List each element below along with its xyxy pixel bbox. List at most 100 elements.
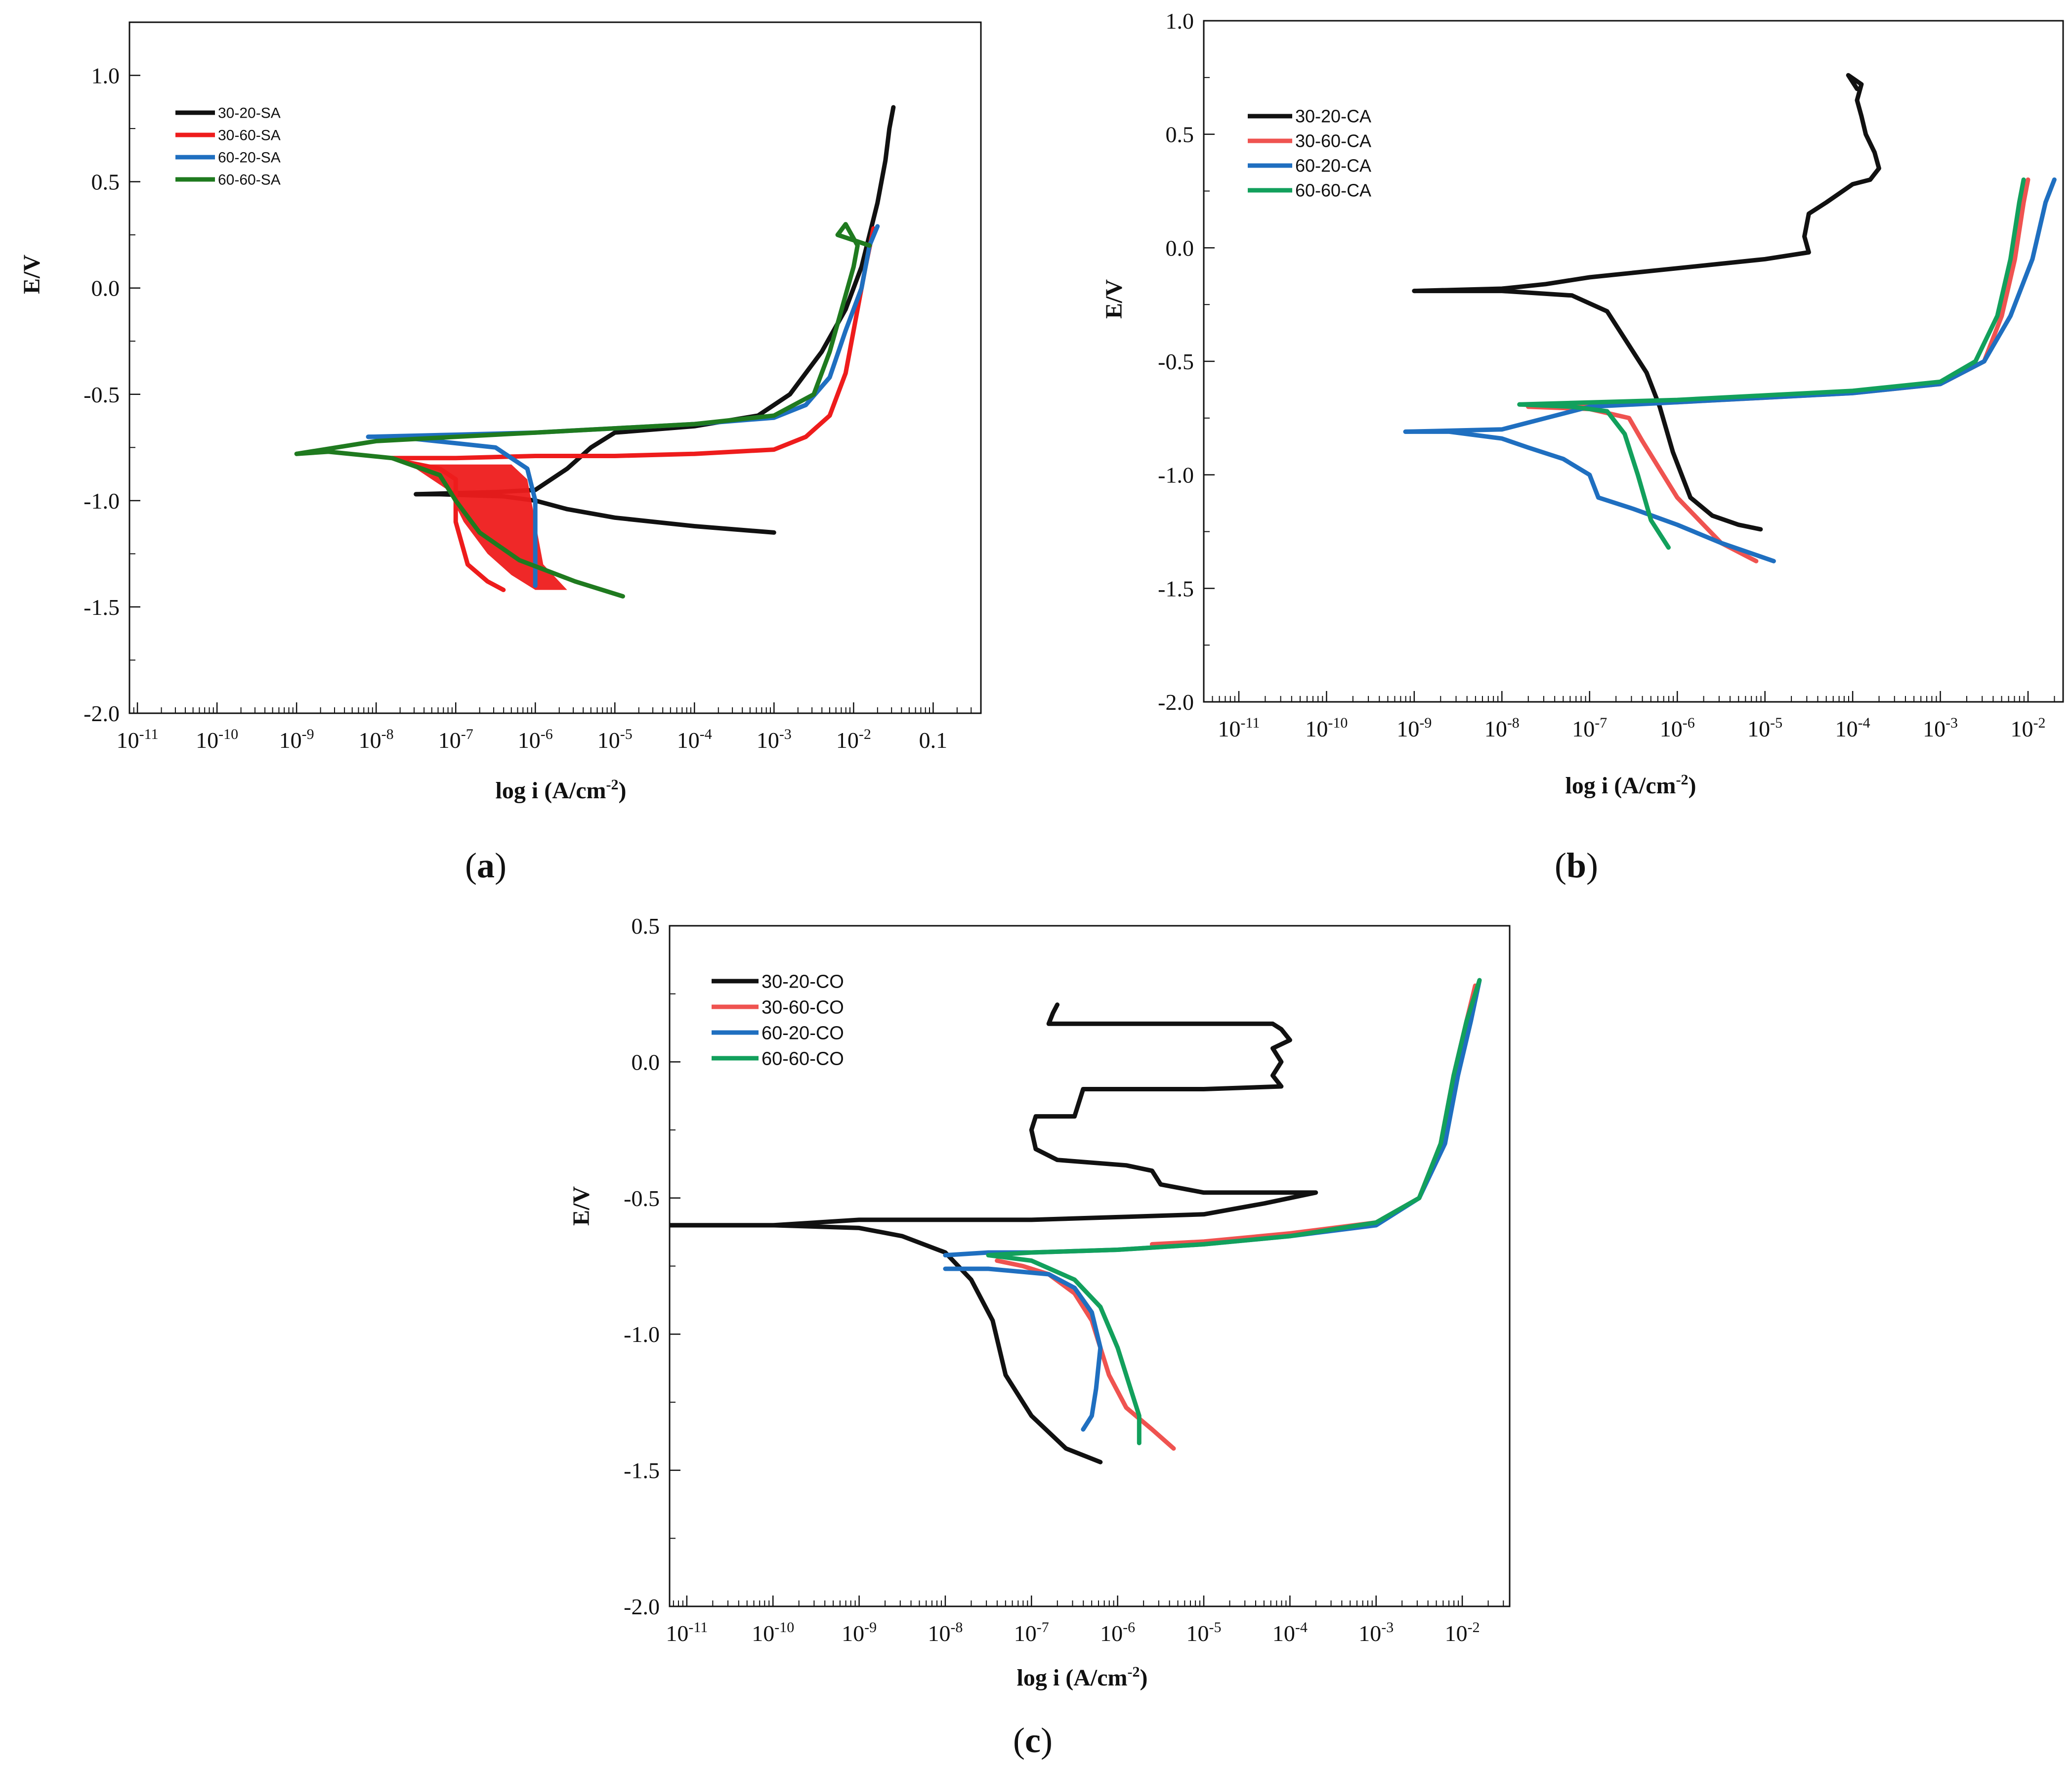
series-30-20-SA-line [414, 105, 896, 497]
panel-c-x-tick-label: 10-4 [1272, 1619, 1308, 1646]
panel-c-y-tick-label: -0.5 [624, 1186, 660, 1211]
legend-30-60-CA-label: 30-60-CA [1295, 131, 1371, 151]
panel-b-y-tick-label: -2.0 [1158, 690, 1194, 715]
legend-60-20-CO-label: 60-20-CO [761, 1023, 844, 1043]
panel-b-y-tick-label: -1.5 [1158, 576, 1194, 601]
panel-a-x-tick-label: 0.1 [919, 728, 948, 753]
series-60-60-CO [986, 978, 1482, 1445]
panel-a-caption: (a) [465, 846, 507, 885]
series-30-20-CA-line [1412, 289, 1763, 532]
series-60-20-CA-line [1403, 429, 1776, 563]
series-60-60-CA-line [1517, 177, 2026, 407]
panel-c-x-tick-label: 10-9 [842, 1619, 877, 1646]
panel-b-chart: 10-11 10-10 10-9 10-8 10-7 10-6 10-5 10-4 10-3 10… [1101, 8, 2064, 885]
panel-a-x-tick-label: 10-8 [359, 726, 394, 753]
series-60-60-CO-line [986, 1253, 1142, 1445]
panel-c-x-tick-label: 10-11 [666, 1619, 708, 1646]
panel-b-x-tick-label: 10-3 [1923, 715, 1958, 741]
series-60-20-CA [1403, 177, 2057, 563]
legend-30-20-CA-label: 30-20-CA [1295, 106, 1371, 127]
series-60-60-CA-line [1517, 402, 1671, 550]
panel-a-y-tick-label: 1.0 [91, 63, 120, 88]
series-60-60-SA-line [294, 449, 625, 599]
legend-60-60-SA-label: 60-60-SA [218, 172, 281, 188]
panel-c-y-tick-label: -1.5 [624, 1458, 660, 1483]
panel-c-x-tick-label: 10-7 [1014, 1619, 1049, 1646]
series-60-60-CO-line [986, 978, 1482, 1257]
panel-a-y-tick-label: -1.0 [84, 488, 120, 514]
series-30-20-CA-line [1412, 73, 1881, 294]
panel-c-x-tick-label: 10-10 [752, 1619, 794, 1646]
panel-b-y-tick-label: 1.0 [1166, 8, 1194, 34]
panel-b-y-tick-label: -1.0 [1158, 463, 1194, 488]
panel-a-x-tick-label: 10-2 [836, 726, 871, 753]
panel-b-x-axis-title: log i (A/cm-2) [1565, 772, 1696, 799]
panel-b-x-tick-label: 10-5 [1747, 715, 1782, 741]
series-60-60-CA [1517, 177, 2026, 550]
panel-a-x-tick-label: 10-4 [677, 726, 712, 753]
legend-60-60-CO-label: 60-60-CO [761, 1048, 844, 1069]
panel-a-y-tick-label: -1.5 [84, 595, 120, 620]
legend-30-20-CO-label: 30-20-CO [761, 971, 844, 992]
panel-a-plot-area: 10-11 10-10 10-9 10-8 10-7 10-6 10-5 10-4 10-3 10… [84, 21, 982, 753]
legend-30-60-SA-label: 30-60-SA [218, 128, 281, 144]
panel-a-x-tick-label: 10-3 [757, 726, 792, 753]
panel-b-x-tick-label: 10-9 [1396, 715, 1432, 741]
legend-60-60-CA-label: 60-60-CA [1295, 180, 1371, 201]
legend-30-60-CO-label: 30-60-CO [761, 997, 844, 1018]
panel-c-x-tick-label: 10-8 [928, 1619, 963, 1646]
panel-c-y-tick-label: 0.0 [632, 1049, 660, 1075]
panel-a-x-tick-label: 10-5 [597, 726, 633, 753]
panel-c-chart: 10-11 10-10 10-9 10-8 10-7 10-6 10-5 10-4 10-3 10… [568, 913, 1511, 1760]
series-60-60-SA [294, 222, 872, 599]
panel-c-y-tick-label: -1.0 [624, 1322, 660, 1347]
series-60-20-CO-line [943, 1266, 1103, 1432]
panel-a-x-tick-label: 10-9 [279, 726, 314, 753]
panel-c-x-tick-label: 10-3 [1358, 1619, 1394, 1646]
panel-b-x-tick-label: 10-4 [1835, 715, 1870, 741]
panel-c-x-axis-title: log i (A/cm-2) [1017, 1664, 1148, 1691]
panel-c-plot-area: 10-11 10-10 10-9 10-8 10-7 10-6 10-5 10-4 10-3 10… [624, 913, 1511, 1646]
panel-b-y-tick-label: 0.0 [1166, 235, 1194, 260]
legend-60-20-CA-label: 60-20-CA [1295, 156, 1371, 176]
series-30-20-CO-line [670, 1223, 1103, 1465]
series-60-20-CA-line [1403, 177, 2057, 434]
panel-b-x-tick-label: 10-11 [1218, 715, 1260, 741]
panel-a-x-tick-label: 10-7 [438, 726, 473, 753]
panel-b-plot-area: 10-11 10-10 10-9 10-8 10-7 10-6 10-5 10-4 10-3 10… [1158, 8, 2064, 741]
panel-b-x-tick-label: 10-10 [1305, 715, 1348, 741]
panel-b-caption: (b) [1555, 846, 1598, 885]
panel-a-x-axis-title: log i (A/cm-2) [496, 777, 627, 804]
panel-c-x-tick-label: 10-5 [1186, 1619, 1222, 1646]
series-30-20-CO-line [670, 1002, 1318, 1228]
series-30-20-CA [1412, 73, 1881, 532]
panel-a-x-tick-label: 10-6 [518, 726, 553, 753]
panel-c-caption: (c) [1013, 1721, 1053, 1760]
panel-a-y-tick-label: 0.5 [91, 170, 120, 195]
panel-c-y-axis-title: E/V [568, 1186, 594, 1226]
panel-b-x-tick-label: 10-2 [2011, 715, 2046, 741]
panel-b-x-tick-label: 10-8 [1484, 715, 1520, 741]
panel-c-y-tick-label: -2.0 [624, 1594, 660, 1619]
legend-60-20-SA-label: 60-20-SA [218, 150, 281, 166]
panel-a-y-tick-label: -2.0 [84, 701, 120, 726]
panel-a-y-tick-label: -0.5 [84, 382, 120, 407]
panel-a-chart: 10-11 10-10 10-9 10-8 10-7 10-6 10-5 10-4 10-3 10… [19, 21, 982, 885]
legend-30-20-SA-label: 30-20-SA [218, 105, 281, 122]
panel-a-x-tick-label: 10-10 [196, 726, 238, 753]
panel-b-x-tick-label: 10-7 [1572, 715, 1607, 741]
panel-b-x-tick-label: 10-6 [1660, 715, 1695, 741]
panel-c-x-tick-label: 10-6 [1100, 1619, 1135, 1646]
panel-b-y-tick-label: -0.5 [1158, 349, 1194, 374]
panel-a-frame [128, 21, 982, 714]
series-60-60-SA-line [294, 222, 872, 456]
panel-b-y-axis-title: E/V [1101, 279, 1127, 319]
panel-a-y-tick-label: 0.0 [91, 276, 120, 301]
panel-a-y-axis-title: E/V [19, 255, 45, 294]
panel-b-y-tick-label: 0.5 [1166, 122, 1194, 147]
panel-c-y-tick-label: 0.5 [632, 913, 660, 939]
panel-c-x-tick-label: 10-2 [1445, 1619, 1480, 1646]
panel-a-x-tick-label: 10-11 [117, 726, 159, 753]
